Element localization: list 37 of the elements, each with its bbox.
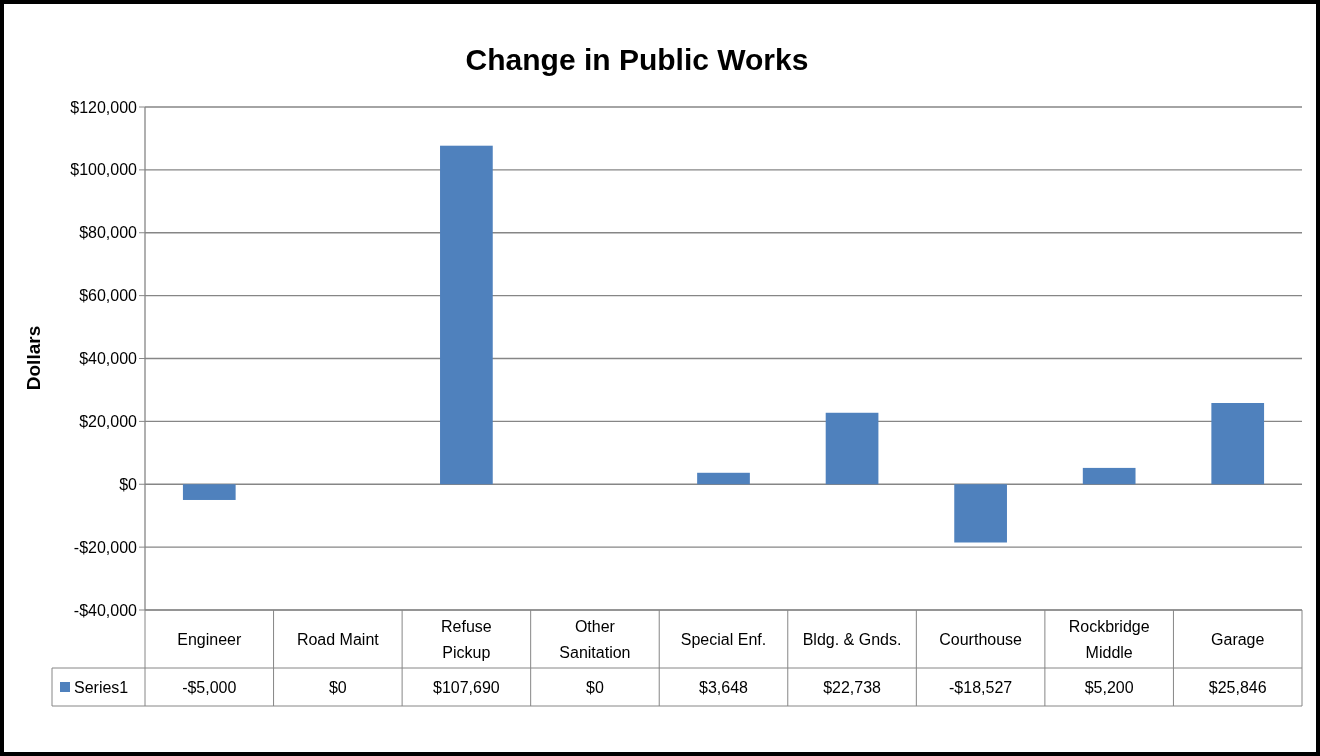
bar <box>1211 403 1265 485</box>
bar <box>182 484 236 500</box>
data-label: $0 <box>328 678 347 696</box>
data-label: -$18,527 <box>949 678 1013 696</box>
y-tick-label: $120,000 <box>70 98 138 116</box>
y-tick-label: $60,000 <box>79 287 138 305</box>
x-tick-label: Courthouse <box>939 630 1023 648</box>
data-label: $107,690 <box>433 678 500 696</box>
x-tick-label: Road Maint <box>296 630 380 648</box>
legend-label: Series1 <box>74 678 129 696</box>
bar <box>697 472 750 485</box>
x-tick-label: Special Enf. <box>680 630 767 648</box>
y-tick-label: $20,000 <box>79 412 138 430</box>
data-label: $0 <box>586 678 604 696</box>
x-tick-label: Rockbridge Middle <box>1068 617 1150 661</box>
data-label: -$5,000 <box>182 678 237 696</box>
x-tick-label: Garage <box>1211 630 1265 648</box>
data-label: $3,648 <box>699 678 749 696</box>
bar <box>1082 467 1136 485</box>
x-tick-label: Refuse Pickup <box>441 617 492 661</box>
data-label: $5,200 <box>1084 678 1134 696</box>
y-tick-label: -$40,000 <box>73 601 138 619</box>
x-tick-label: Bldg. & Gnds. <box>802 630 902 648</box>
bar <box>440 145 493 485</box>
bar <box>954 484 1007 543</box>
data-label: $25,846 <box>1208 678 1267 696</box>
y-axis-title: Dollars <box>23 325 44 391</box>
x-tick-label: Other Sanitation <box>559 617 631 661</box>
y-tick-label: $80,000 <box>79 224 138 242</box>
y-tick-label: -$20,000 <box>73 538 138 556</box>
bar <box>825 412 879 485</box>
data-label: $22,738 <box>823 678 882 696</box>
x-tick-label: Engineer <box>177 630 242 648</box>
y-tick-label: $40,000 <box>79 350 138 368</box>
chart-title: Change in Public Works <box>465 43 809 76</box>
y-tick-label: $0 <box>119 475 138 493</box>
y-tick-label: $100,000 <box>70 161 138 179</box>
